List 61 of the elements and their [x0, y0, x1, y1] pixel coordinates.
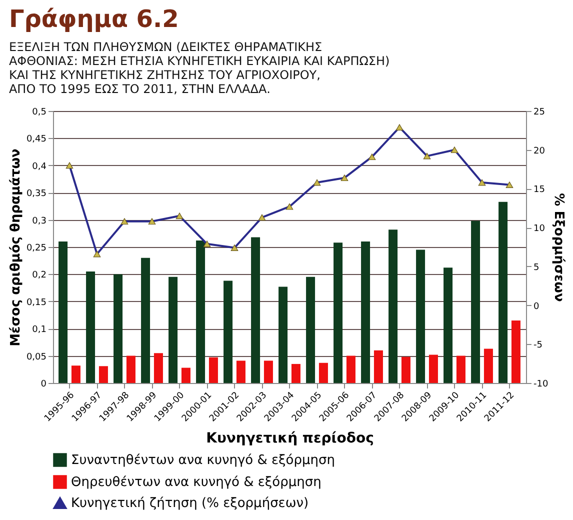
- y-tick-label: 0,1: [32, 325, 46, 336]
- bar: [141, 258, 150, 383]
- bar: [416, 250, 426, 383]
- chart-title: Γράφημα 6.2: [8, 5, 179, 33]
- bar: [278, 286, 288, 383]
- y-tick-label: 0,05: [26, 352, 46, 362]
- y-tick-label: 0,4: [32, 162, 47, 172]
- bar: [346, 356, 356, 383]
- bar: [58, 242, 68, 383]
- bar: [318, 362, 328, 383]
- bar: [251, 237, 260, 383]
- bar: [71, 366, 80, 383]
- bar: [361, 242, 370, 383]
- chart-subtitle: ΕΞΕΛΙΞΗ ΤΩΝ ΠΛΗΘΥΣΜΩΝ (ΔΕΙΚΤΕΣ ΘΗΡΑΜΑΤΙΚΗΣ ΑΦΘΟΝΙΑΣ: ΜΕΣΗ ΕΤΗΣΙΑ ΚΥΝΗΓΕΤΙΚΗ ΕΥΚΑΙΡΙΑ ΚΑΙ ΚΑΡΠΩΣΗ) ΚΑΙ ΤΗΣ ΚΥΝΗΓΕΤΙΚΗΣ ΖΗΤΗΣΗΣ ΤΟΥ ΑΓΡΙΟΧΟΙΡΟΥ, ΑΠΟ ΤΟ 1995 ΕΩΣ ΤΟ 2011, ΣΤΗΝ ΕΛΛΑΔΑ.: [8, 40, 390, 96]
- x-axis-title: Κυνηγετική περίοδος: [206, 430, 374, 446]
- y2-tick-label: 0: [534, 302, 540, 312]
- bar: [306, 276, 316, 383]
- bar: [456, 356, 466, 383]
- bar: [484, 348, 493, 383]
- y-tick-label: 0,15: [26, 298, 46, 308]
- bar: [388, 230, 398, 383]
- y-tick-label: 0: [40, 380, 47, 390]
- bar: [196, 240, 206, 383]
- bar: [114, 274, 123, 383]
- bar: [511, 320, 520, 383]
- bar: [334, 242, 343, 383]
- y2-axis-title: % Εξορμήσεων: [551, 193, 566, 302]
- y-tick-label: 0,45: [26, 134, 46, 145]
- bar: [374, 350, 383, 383]
- bar: [224, 280, 233, 383]
- y-tick-label: 0,35: [26, 189, 46, 200]
- y2-tick-label: 15: [534, 185, 545, 196]
- y2-tick-label: -10: [534, 380, 548, 390]
- bar: [126, 356, 136, 383]
- y-tick-label: 0,3: [32, 216, 46, 226]
- bar: [444, 268, 453, 383]
- y-axis-title: Μέσος αριθμός θηραμάτων: [8, 148, 24, 346]
- bar: [168, 276, 178, 383]
- y-tick-label: 0,5: [32, 108, 46, 118]
- bar: [264, 360, 273, 383]
- legend-label: Συναντηθέντων ανα κυνηγό & εξόρμηση: [71, 453, 335, 468]
- bar: [498, 202, 508, 383]
- legend-label: Θηρευθέντων ανα κυνηγό & εξόρμηση: [71, 475, 322, 490]
- y-tick-label: 0,2: [32, 270, 46, 281]
- bar: [291, 364, 300, 383]
- y2-tick-label: 25: [534, 108, 545, 118]
- bar: [154, 353, 163, 383]
- bar: [471, 220, 480, 383]
- bar: [401, 356, 410, 383]
- legend-label: Κυνηγετική ζήτηση (% εξορμήσεων): [71, 496, 309, 511]
- y2-tick-label: 5: [534, 262, 540, 273]
- bar: [98, 366, 108, 383]
- bar: [428, 354, 438, 383]
- bar: [208, 357, 218, 383]
- y-tick-label: 0,25: [26, 244, 46, 254]
- bar: [86, 271, 96, 383]
- bar: [236, 360, 246, 383]
- y2-tick-label: -5: [534, 340, 542, 351]
- y2-tick-label: 10: [534, 224, 546, 234]
- y2-tick-label: 20: [534, 146, 546, 156]
- bar: [181, 368, 190, 383]
